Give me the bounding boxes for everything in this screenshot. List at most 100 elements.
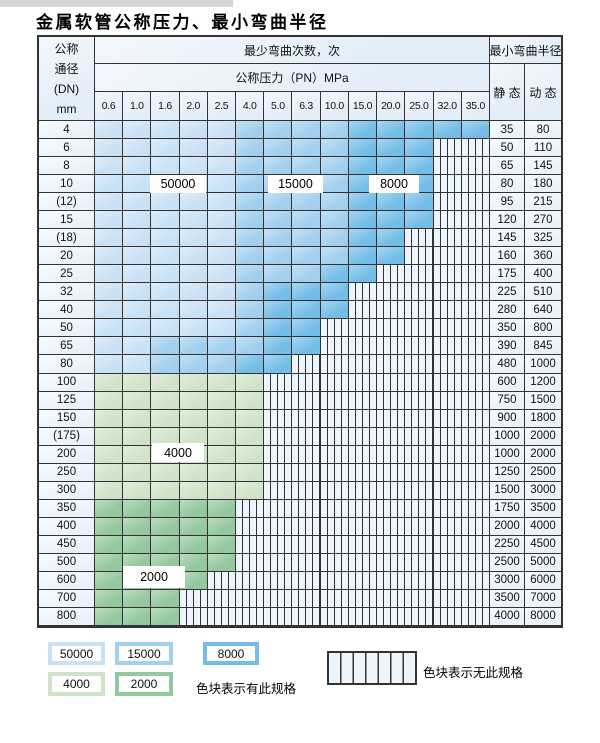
pressure-value: 15.0 [348,92,378,121]
dynamic-value: 2500 [524,463,561,482]
spec-cell-2000 [123,535,152,554]
no-spec-cell [377,463,406,482]
spec-cell-50000 [179,229,208,248]
spec-cell-15000 [236,157,265,176]
static-value: 3500 [489,589,525,608]
dn-cell: (18) [39,229,95,248]
spec-cell-4000 [179,409,208,428]
spec-cell-8000 [264,337,293,356]
no-spec-cell [292,391,321,410]
spec-cell-50000 [123,247,152,266]
spec-cell-8000 [348,121,378,140]
no-spec-cell [348,517,378,536]
spec-cell-2000 [123,517,152,536]
spec-cell-50000 [95,337,124,356]
no-spec-cell [292,571,321,590]
no-spec-cell [461,265,490,284]
spec-cell-15000 [236,265,265,284]
dn-cell: 125 [39,391,95,410]
spec-cell-50000 [95,211,124,230]
no-spec-cell [433,499,462,518]
no-spec-cell [292,481,321,500]
no-spec-cell [348,481,378,500]
spec-cell-2000 [95,571,124,590]
spec-cell-8000 [405,121,434,140]
spec-cell-15000 [207,337,237,356]
spec-cell-4000 [179,373,208,392]
spec-cell-4000 [236,373,265,392]
dn-header-line4: mm [56,101,77,116]
spec-cell-2000 [95,589,124,608]
spec-cell-8000 [348,265,378,284]
spec-cell-15000 [320,229,349,248]
static-value: 145 [489,229,525,248]
spec-cell-50000 [207,139,237,158]
dynamic-value: 270 [524,211,561,230]
dn-cell: 8 [39,157,95,176]
spec-cell-15000 [320,193,349,212]
dynamic-value: 2000 [524,445,561,464]
spec-cell-8000 [433,121,462,140]
no-spec-cell [320,517,349,536]
static-value: 35 [489,121,525,140]
spec-cell-8000 [377,247,406,266]
spec-cell-15000 [292,157,321,176]
spec-cell-8000 [348,229,378,248]
dynamic-value: 2000 [524,427,561,446]
dynamic-value: 180 [524,175,561,194]
spec-cell-2000 [179,517,208,536]
dynamic-header: 动 态 [524,64,561,121]
no-spec-cell [377,265,406,284]
static-value: 175 [489,265,525,284]
no-spec-cell [461,517,490,536]
spec-cell-15000 [264,211,293,230]
legend-swatch-50000: 50000 [48,642,105,665]
no-spec-cell [348,337,378,356]
spec-cell-4000 [151,481,180,500]
no-spec-cell [264,445,293,464]
spec-cell-50000 [123,175,152,194]
no-spec-cell [405,607,434,626]
no-spec-cell [348,391,378,410]
no-spec-cell [207,589,237,608]
pressure-value: 5.0 [264,92,293,121]
spec-cell-50000 [151,211,180,230]
no-spec-cell [377,553,406,572]
dn-header-line1: 公称 [54,41,79,56]
no-spec-cell [320,553,349,572]
spec-cell-50000 [123,157,152,176]
spec-cell-50000 [95,247,124,266]
spec-cell-8000 [348,139,378,158]
spec-cell-50000 [151,265,180,284]
no-spec-cell [433,229,462,248]
spec-cell-50000 [151,283,180,302]
spec-cell-8000 [320,265,349,284]
spec-cell-50000 [123,193,152,212]
no-spec-cell [433,175,462,194]
no-spec-cell [433,409,462,428]
no-spec-cell [377,301,406,320]
no-spec-cell [264,409,293,428]
dn-cell: 300 [39,481,95,500]
spec-cell-50000 [179,319,208,338]
static-value: 1500 [489,481,525,500]
spec-cell-50000 [95,229,124,248]
pressure-value: 20.0 [377,92,406,121]
no-spec-cell [320,445,349,464]
dn-cell: 450 [39,535,95,554]
spec-cell-50000 [95,193,124,212]
no-spec-cell [348,553,378,572]
spec-cell-15000 [236,337,265,356]
no-spec-cell [433,571,462,590]
no-spec-cell [320,427,349,446]
no-spec-cell [236,535,265,554]
no-spec-cell [377,589,406,608]
spec-cell-4000 [151,373,180,392]
spec-cell-4000 [151,391,180,410]
spec-cell-50000 [151,229,180,248]
no-spec-cell [433,247,462,266]
no-spec-cell [320,463,349,482]
no-spec-cell [405,247,434,266]
spec-cell-15000 [151,355,180,374]
